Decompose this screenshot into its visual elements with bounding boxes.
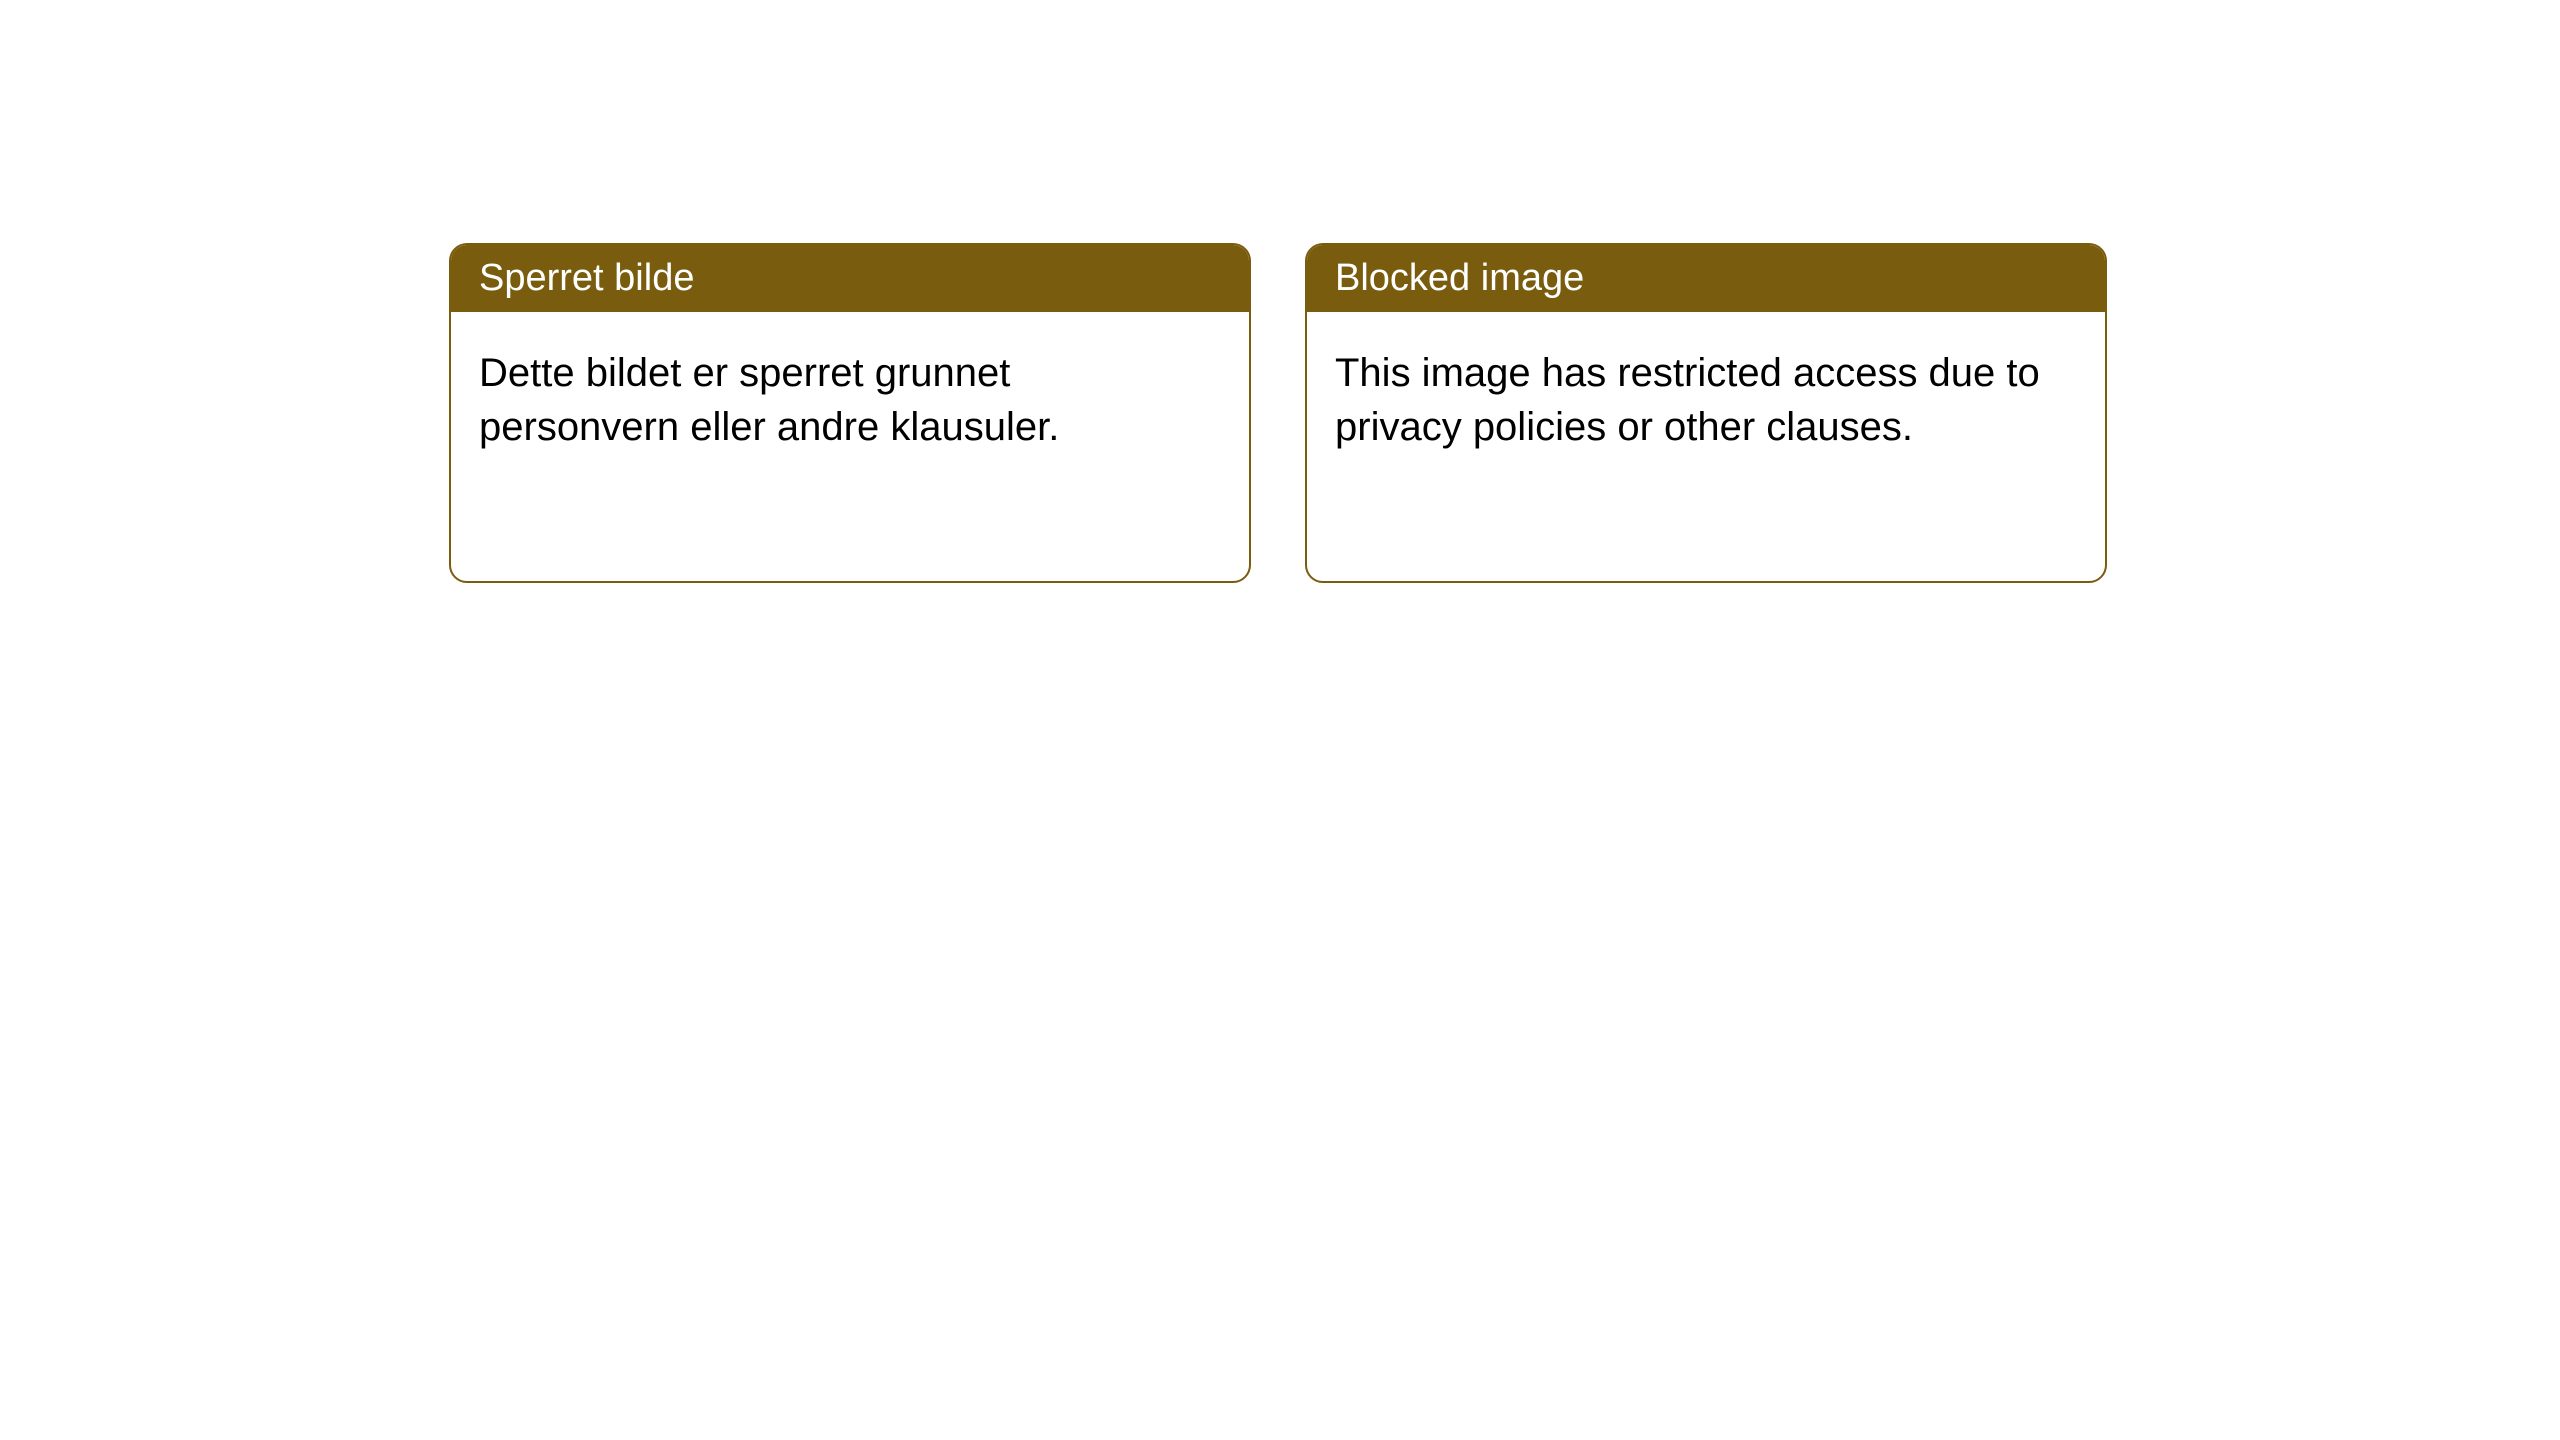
card-body-text-right: This image has restricted access due to … <box>1335 351 2040 449</box>
card-header-left: Sperret bilde <box>451 245 1249 312</box>
card-title-left: Sperret bilde <box>479 257 694 299</box>
card-body-text-left: Dette bildet er sperret grunnet personve… <box>479 351 1059 449</box>
cards-container: Sperret bilde Dette bildet er sperret gr… <box>449 243 2107 583</box>
card-blocked-image-english: Blocked image This image has restricted … <box>1305 243 2107 583</box>
card-header-right: Blocked image <box>1307 245 2105 312</box>
card-blocked-image-norwegian: Sperret bilde Dette bildet er sperret gr… <box>449 243 1251 583</box>
card-title-right: Blocked image <box>1335 257 1584 299</box>
card-body-left: Dette bildet er sperret grunnet personve… <box>451 312 1249 488</box>
card-body-right: This image has restricted access due to … <box>1307 312 2105 488</box>
